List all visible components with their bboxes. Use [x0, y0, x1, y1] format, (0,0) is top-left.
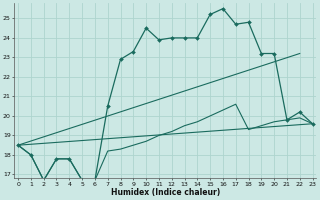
X-axis label: Humidex (Indice chaleur): Humidex (Indice chaleur) — [111, 188, 220, 197]
